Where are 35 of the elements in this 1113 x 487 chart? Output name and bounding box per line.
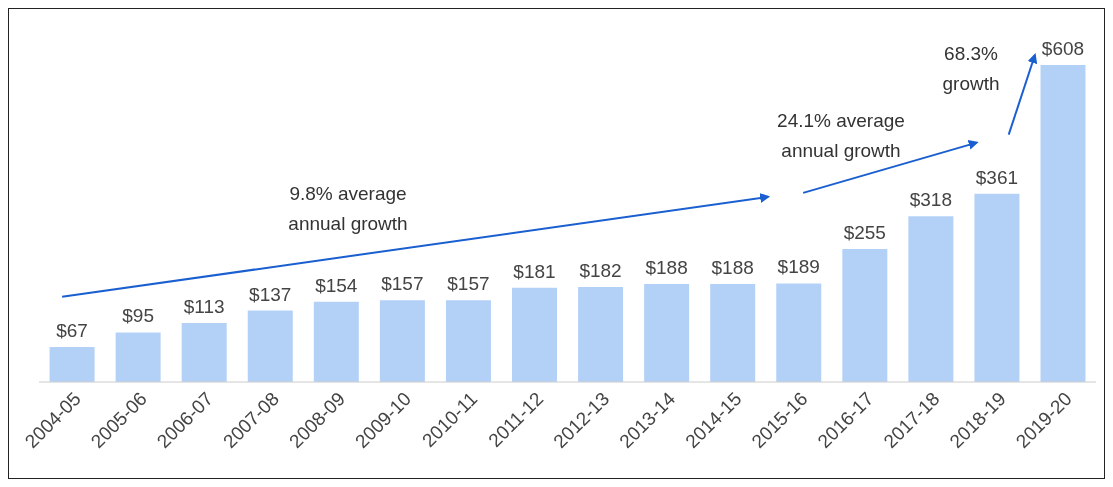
bar — [379, 300, 425, 382]
data-label: $608 — [1041, 38, 1085, 59]
bar — [578, 287, 624, 382]
data-label: $188 — [645, 256, 688, 278]
data-label: $189 — [777, 256, 820, 278]
bar — [974, 193, 1020, 382]
data-label: $157 — [381, 273, 424, 295]
bar — [181, 323, 227, 382]
annotation: 9.8% average annual growth — [287, 182, 409, 236]
bar — [644, 283, 690, 382]
bar — [115, 332, 161, 382]
bar — [908, 216, 954, 382]
bar — [710, 283, 756, 382]
bar — [49, 347, 95, 382]
bar — [247, 310, 293, 382]
bar — [842, 249, 888, 382]
annotation: 24.1% average annual growth — [776, 109, 906, 163]
data-label: $361 — [975, 166, 1019, 188]
bar — [512, 287, 558, 382]
bar — [776, 283, 822, 382]
data-label: $181 — [513, 260, 556, 282]
bar — [313, 301, 359, 382]
data-label: $113 — [183, 296, 225, 318]
data-label: $182 — [579, 260, 622, 282]
data-label: $188 — [711, 256, 754, 278]
data-label: $67 — [56, 320, 88, 342]
bar — [445, 300, 491, 382]
data-label: $255 — [843, 222, 886, 244]
data-label: $95 — [122, 305, 154, 327]
annotation: 68.3% growth — [941, 42, 1001, 96]
data-label: $157 — [447, 273, 490, 295]
bar — [1040, 65, 1086, 382]
data-label: $137 — [249, 283, 292, 305]
data-label: $318 — [909, 189, 953, 211]
data-label: $154 — [315, 274, 358, 296]
